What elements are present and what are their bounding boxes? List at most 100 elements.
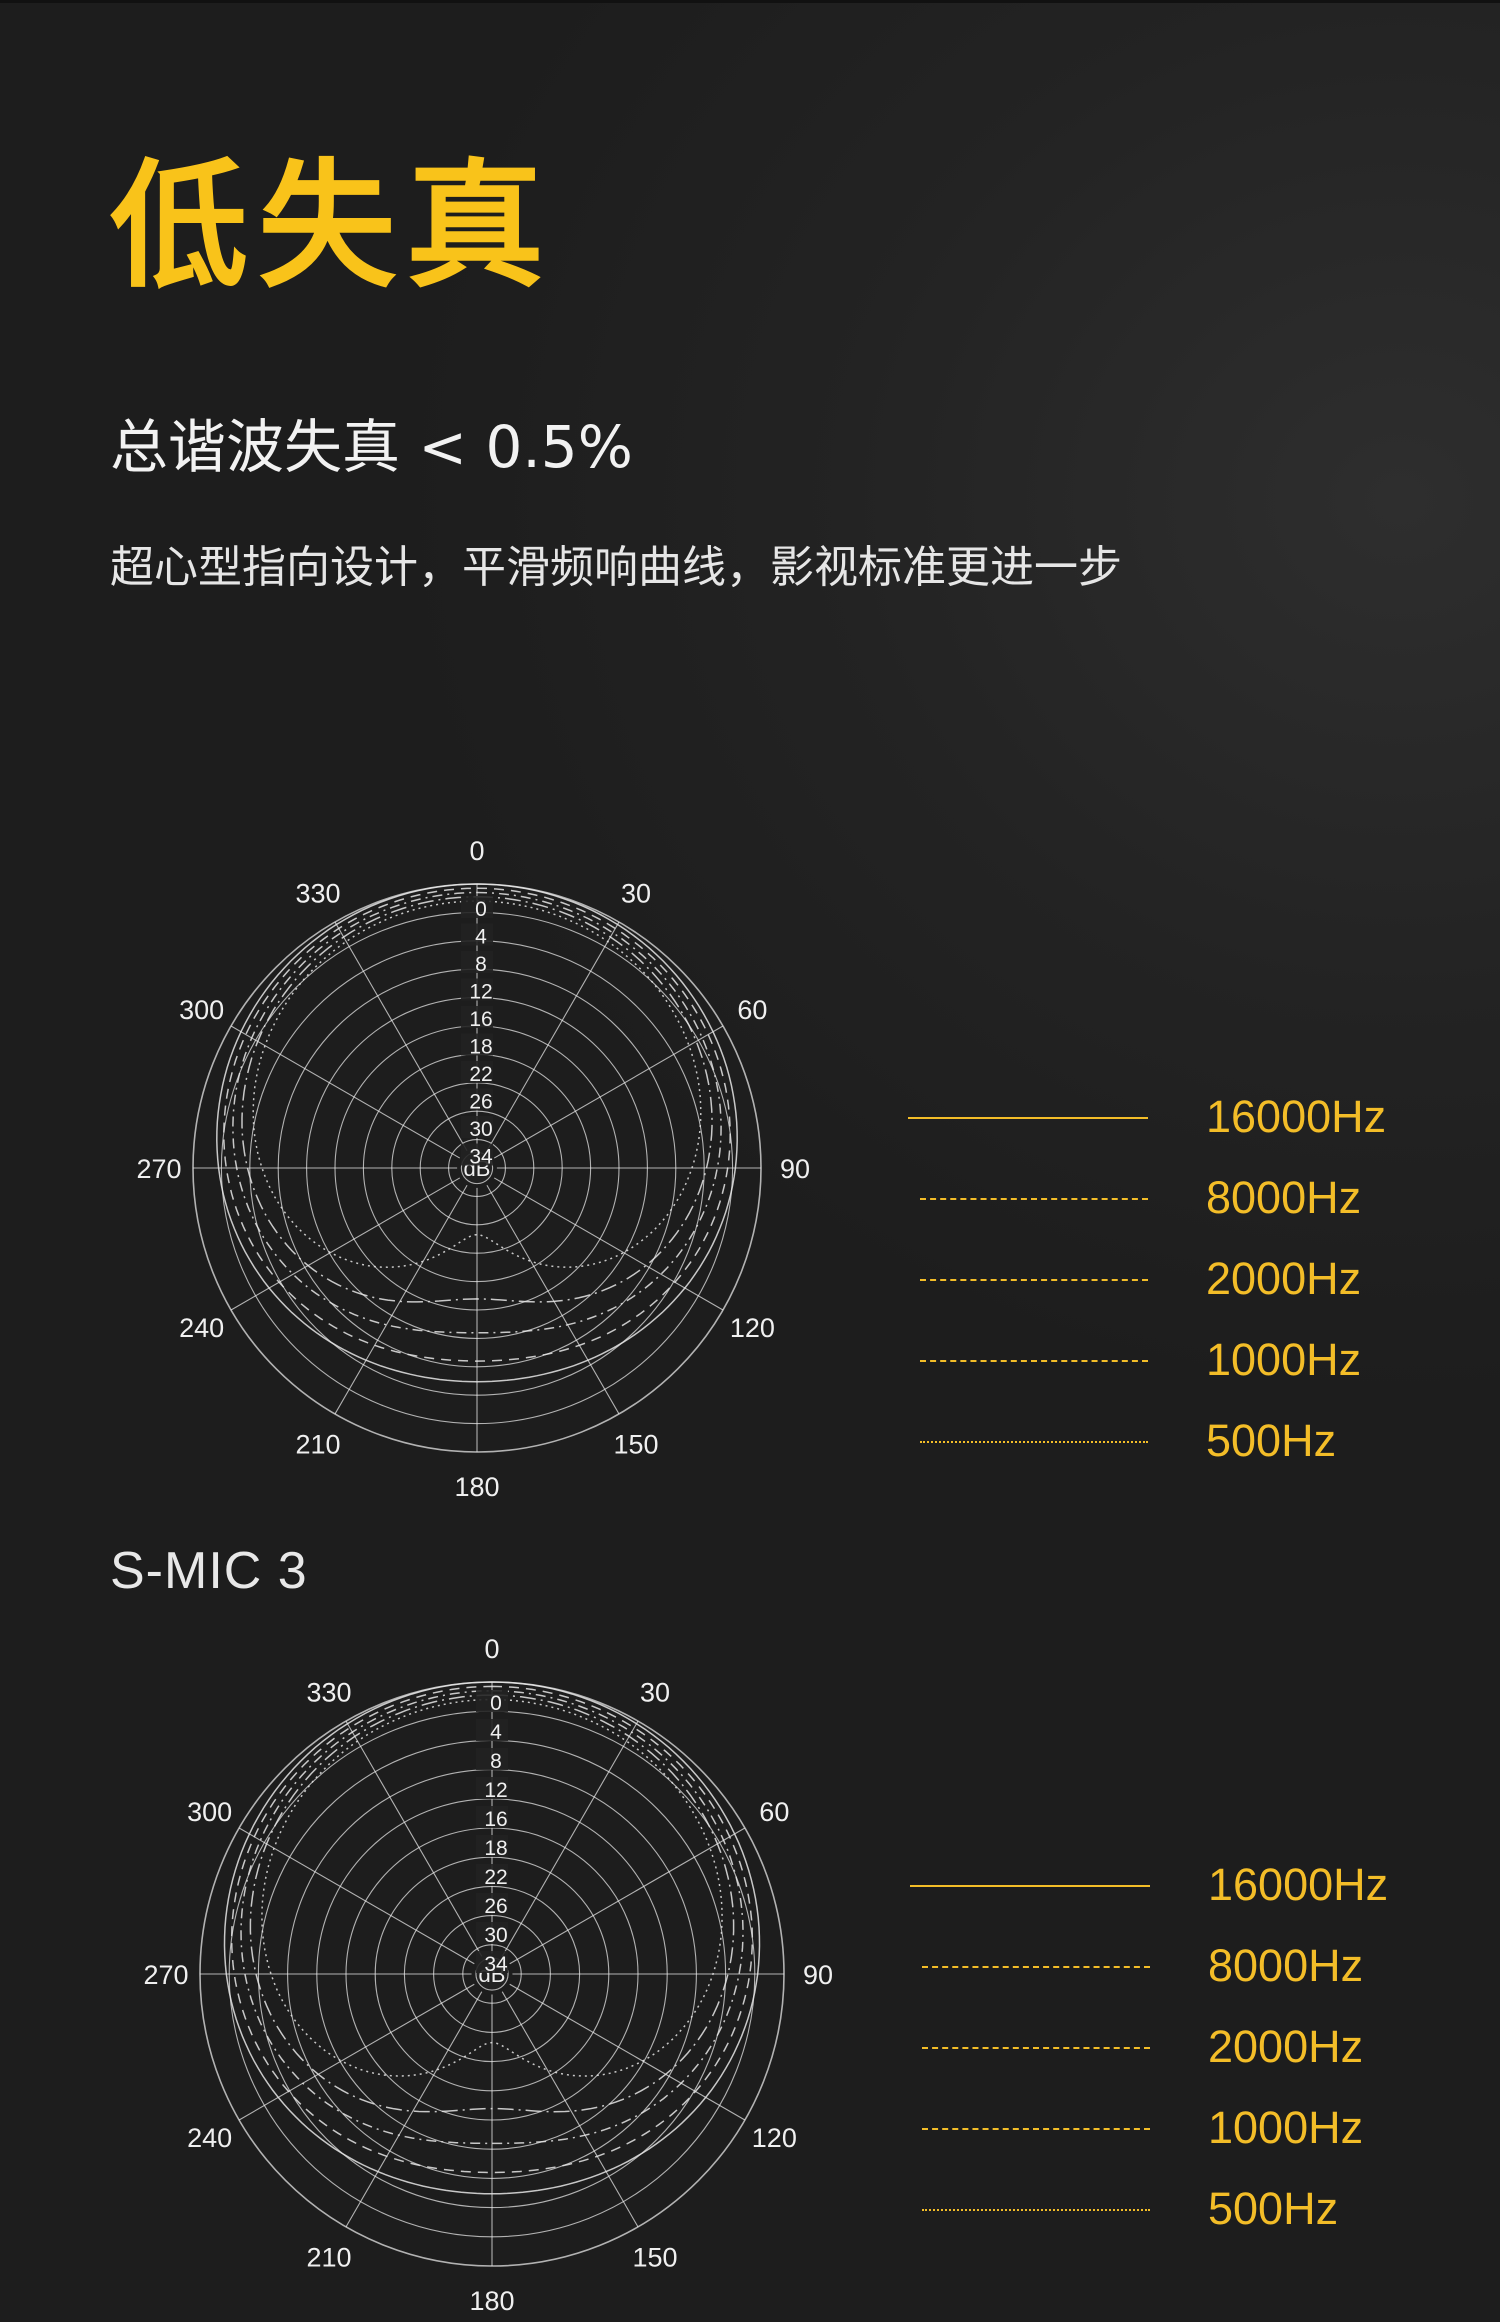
grid-spoke xyxy=(501,1991,639,2228)
legend-label: 500Hz xyxy=(1208,2183,1339,2234)
top-border xyxy=(0,0,1500,3)
angle-label: 0 xyxy=(469,836,484,866)
radial-label: 4 xyxy=(475,926,487,949)
grid-spoke xyxy=(345,1720,483,1957)
radial-label-bg xyxy=(476,1893,508,1915)
legend-line-swatch xyxy=(922,2047,1150,2049)
legend-item: 2000Hz xyxy=(908,1250,1428,1310)
radial-label: 16 xyxy=(469,1008,492,1031)
radial-label-bg xyxy=(461,951,493,973)
radial-label: 12 xyxy=(469,981,492,1004)
angle-label: 30 xyxy=(621,879,651,909)
grid-spoke xyxy=(493,1025,724,1159)
pattern-curve-8000Hz xyxy=(230,1685,754,2174)
grid-spoke xyxy=(509,1827,746,1965)
radial-label: 18 xyxy=(484,1837,507,1860)
angle-label: 180 xyxy=(454,1472,499,1502)
legend-item: 500Hz xyxy=(908,1412,1428,1472)
radial-label-bg xyxy=(476,1806,508,1828)
radial-label: 22 xyxy=(469,1063,492,1086)
legend-chart-1: 16000Hz 8000Hz 2000Hz 1000Hz 500Hz xyxy=(908,1088,1428,1463)
legend-label: 8000Hz xyxy=(1206,1172,1362,1223)
legend-label: 1000Hz xyxy=(1206,1334,1362,1385)
legend-line-swatch xyxy=(922,2209,1150,2211)
angle-label: 0 xyxy=(484,1634,499,1664)
radial-label-bg xyxy=(461,1143,493,1166)
thd-headline: 总谐波失真 < 0.5% xyxy=(110,413,633,481)
legend-line-swatch xyxy=(922,1966,1150,1968)
radial-label: 30 xyxy=(469,1118,492,1141)
pattern-curve-16000Hz xyxy=(223,1681,761,2195)
feature-description: 超心型指向设计，平滑频响曲线，影视标准更进一步 xyxy=(110,542,1122,593)
radial-label: 8 xyxy=(475,953,487,976)
radial-label: 12 xyxy=(484,1779,507,1802)
radial-label-bg xyxy=(476,1719,508,1741)
radial-label-bg xyxy=(461,923,493,946)
pattern-curve-8000Hz xyxy=(223,887,731,1362)
radial-label-bg xyxy=(461,1088,493,1111)
grid-spoke xyxy=(345,1991,483,2228)
pattern-curve-2000Hz xyxy=(232,891,722,1334)
grid-spoke xyxy=(238,1827,475,1965)
grid-spoke xyxy=(486,921,620,1152)
radial-label: 26 xyxy=(469,1091,492,1114)
radial-label-bg xyxy=(476,1777,508,1799)
legend-line-swatch xyxy=(910,1885,1150,1887)
radial-label-bg xyxy=(476,1922,508,1944)
angle-label: 30 xyxy=(640,1678,670,1708)
legend-label: 500Hz xyxy=(1206,1415,1337,1466)
radial-label-bg xyxy=(461,978,493,1001)
grid-spoke xyxy=(230,1177,461,1311)
angle-label: 60 xyxy=(737,995,767,1025)
legend-line-swatch xyxy=(922,2128,1150,2130)
radial-label: 22 xyxy=(484,1866,507,1889)
legend-label: 1000Hz xyxy=(1208,2102,1364,2153)
pattern-curve-1000Hz xyxy=(249,1694,735,2113)
radial-label: 0 xyxy=(490,1692,502,1715)
radial-label-bg xyxy=(476,1748,508,1770)
radial-label: 34 xyxy=(469,1146,493,1169)
radial-label-bg xyxy=(461,1116,493,1138)
angle-label: 150 xyxy=(632,2242,677,2272)
angle-label: 300 xyxy=(187,1797,232,1827)
legend-label: 2000Hz xyxy=(1208,2021,1364,2072)
radial-label: 4 xyxy=(490,1721,502,1744)
grid-spoke xyxy=(230,1025,461,1159)
legend-label: 16000Hz xyxy=(1206,1091,1387,1142)
polar-chart-1: dB04812161822263034030609012015018021024… xyxy=(136,836,810,1502)
pattern-curve-1000Hz xyxy=(241,896,713,1303)
legend-line-swatch xyxy=(920,1360,1148,1362)
pattern-curve-2000Hz xyxy=(240,1690,744,2145)
angle-label: 120 xyxy=(730,1313,775,1343)
angle-label: 60 xyxy=(759,1797,789,1827)
angle-label: 300 xyxy=(179,995,224,1025)
legend-line-swatch xyxy=(920,1441,1148,1443)
angle-label: 90 xyxy=(803,1960,833,1990)
radial-label: 30 xyxy=(484,1924,507,1947)
legend-item: 8000Hz xyxy=(908,1169,1428,1229)
grid-spoke xyxy=(509,1983,746,2121)
grid-spoke xyxy=(334,1184,468,1415)
polar-chart-2: dB04812161822263034030609012015018021024… xyxy=(143,1634,833,2316)
legend-chart-2: 16000Hz 8000Hz 2000Hz 1000Hz 500Hz xyxy=(910,1856,1430,2231)
legend-item: 16000Hz xyxy=(908,1088,1428,1148)
angle-label: 150 xyxy=(613,1429,658,1459)
angle-label: 270 xyxy=(143,1960,188,1990)
pattern-curve-500Hz xyxy=(252,900,702,1268)
page-title: 低失真 xyxy=(110,146,555,307)
legend-item: 2000Hz xyxy=(910,2018,1430,2078)
legend-label: 16000Hz xyxy=(1208,1859,1389,1910)
legend-label: 2000Hz xyxy=(1206,1253,1362,1304)
radial-label: 16 xyxy=(484,1808,507,1831)
radial-label-bg xyxy=(461,1061,493,1083)
legend-item: 1000Hz xyxy=(908,1331,1428,1391)
grid-spoke xyxy=(334,921,468,1152)
legend-line-swatch xyxy=(920,1279,1148,1281)
legend-label: 8000Hz xyxy=(1208,1940,1364,1991)
radial-label-bg xyxy=(476,1951,508,1973)
radial-label: 26 xyxy=(484,1895,507,1918)
radial-label-bg xyxy=(476,1864,508,1886)
legend-item: 8000Hz xyxy=(910,1937,1430,1997)
radial-label-bg xyxy=(476,1690,508,1712)
angle-label: 210 xyxy=(295,1429,340,1459)
